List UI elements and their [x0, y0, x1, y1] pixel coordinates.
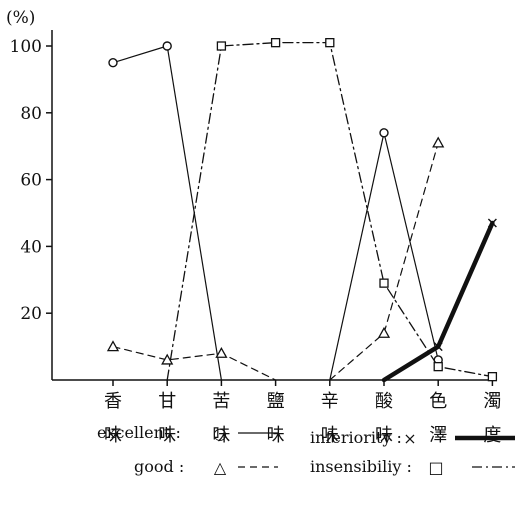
category-label-top-2: 苦 — [212, 391, 230, 412]
legend-symbol-insensibility: □ — [428, 458, 443, 477]
point-insensibility-2 — [216, 41, 227, 51]
series-excellent — [108, 41, 443, 381]
y-tick-label-20: 20 — [20, 304, 42, 324]
series-line-excellent-0 — [112, 45, 222, 381]
category-label-bottom-0: 味 — [104, 425, 122, 446]
point-good-2 — [215, 346, 228, 358]
series-line-excellent-1 — [329, 132, 439, 381]
category-label-top-0: 香 — [104, 391, 122, 412]
category-label-bottom-2: 味 — [212, 425, 230, 446]
legend: excellent : ○ inferiority : × good : △ insensi… — [97, 423, 515, 477]
category-label-bottom-7: 度 — [483, 425, 501, 446]
point-excellent-5 — [379, 128, 389, 138]
legend-symbol-inferiority: × — [403, 429, 416, 448]
y-tick-label-60: 60 — [20, 171, 42, 191]
legend-label-good: good : — [134, 457, 184, 476]
y-tick-label-40: 40 — [20, 237, 42, 257]
point-good-1 — [161, 353, 174, 365]
legend-symbol-excellent: ○ — [213, 424, 227, 443]
point-excellent-1 — [162, 41, 172, 51]
point-excellent-0 — [108, 58, 118, 68]
point-insensibility-4 — [325, 38, 335, 48]
category-label-top-7: 濁 — [483, 391, 501, 412]
category-label-bottom-4: 味 — [321, 425, 339, 446]
category-label-bottom-6: 澤 — [429, 425, 447, 446]
y-axis-label: (%) — [6, 8, 35, 28]
legend-label-insensibility: insensibiliy : — [310, 457, 412, 476]
series-line-good-1 — [329, 142, 439, 381]
point-insensibility-6 — [433, 361, 443, 372]
category-label-top-3: 鹽 — [267, 391, 285, 412]
series-line-good-0 — [112, 346, 277, 381]
point-inferiority-7 — [487, 218, 497, 228]
category-label-bottom-3: 味 — [267, 425, 285, 446]
series-good — [106, 136, 445, 381]
category-label-top-4: 辛 — [321, 391, 339, 412]
y-ticks: 20 40 60 80 100 — [10, 37, 52, 324]
point-good-6 — [432, 136, 445, 148]
category-label-top-1: 甘 — [158, 391, 176, 412]
category-label-top-5: 酸 — [375, 391, 393, 412]
series-insensibility — [166, 38, 498, 382]
point-good-0 — [106, 340, 120, 352]
point-insensibility-3 — [270, 38, 281, 48]
series-group — [106, 38, 498, 383]
category-label-bottom-1: 味 — [158, 425, 176, 446]
legend-label-excellent: excellent : — [97, 423, 181, 442]
legend-label-inferiority: inferiority : — [310, 428, 402, 447]
legend-symbol-good: △ — [214, 458, 227, 477]
series-inferiority — [381, 218, 497, 383]
y-tick-label-100: 100 — [10, 37, 42, 57]
point-good-5 — [377, 326, 391, 338]
point-inferiority-6 — [433, 342, 443, 352]
y-tick-label-80: 80 — [20, 104, 42, 124]
category-label-top-6: 色 — [429, 391, 447, 412]
point-insensibility-5 — [379, 278, 389, 288]
point-insensibility-7 — [487, 372, 498, 382]
category-label-bottom-5: 味 — [375, 425, 393, 446]
